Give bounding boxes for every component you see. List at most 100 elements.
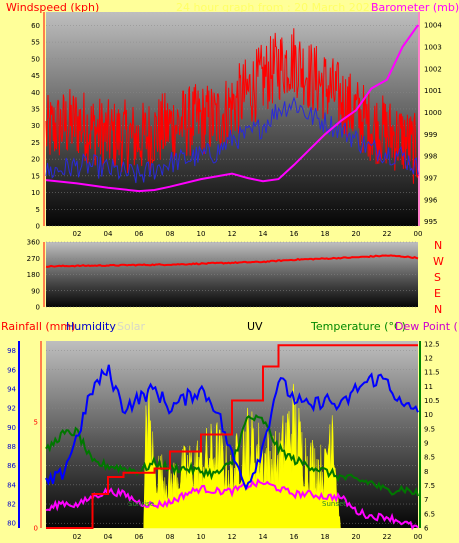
- temperature-tick-label: 8: [424, 468, 428, 476]
- direction-tick-label: 0: [36, 304, 40, 312]
- windspeed-tick-label: 25: [31, 139, 40, 147]
- humidity-tick-label: 86: [7, 462, 16, 470]
- climate-x-tick-label: 06: [135, 533, 144, 541]
- wind-x-tick-label: 06: [135, 230, 144, 238]
- humidity-tick-label: 98: [7, 347, 16, 355]
- wind-axes: 0 5 10 15 20 25 30 35 40 45 50 55 60 995 996 997 998 999 1…: [31, 12, 442, 238]
- sunset-label: Sunset: [322, 500, 346, 508]
- humidity-tick-label: 92: [7, 405, 16, 413]
- windspeed-tick-label: 55: [31, 39, 40, 47]
- barometer-tick-label: 996: [424, 196, 438, 204]
- wind-x-tick-label: 02: [73, 230, 82, 238]
- compass-label-n-bottom: N: [434, 303, 442, 316]
- climate-x-tick-label: 22: [383, 533, 392, 541]
- rainfall-tick-label: 0: [34, 525, 38, 533]
- barometer-axis-label: Barometer (mb): [371, 1, 459, 14]
- barometer-tick-label: 1003: [424, 43, 442, 51]
- humidity-tick-label: 82: [7, 501, 16, 509]
- temperature-tick-label: 11: [424, 383, 433, 391]
- direction-tick-label: 180: [27, 271, 40, 279]
- rainfall-axis-label: Rainfall (mm): [1, 320, 75, 333]
- windspeed-series: [45, 28, 419, 184]
- temperature-tick-label: 7.5: [424, 482, 435, 490]
- climate-x-tick-label: 02: [73, 533, 82, 541]
- climate-x-tick-label: 18: [321, 533, 330, 541]
- solar-axis-label: Solar: [117, 320, 146, 333]
- humidity-tick-label: 94: [7, 385, 16, 393]
- temperature-tick-label: 7: [424, 496, 428, 504]
- barometer-tick-label: 995: [424, 218, 437, 226]
- temperature-tick-label: 6.5: [424, 510, 435, 518]
- wind-x-tick-label: 00: [414, 230, 423, 238]
- humidity-tick-label: 80: [7, 520, 16, 528]
- windspeed-tick-label: 40: [31, 89, 40, 97]
- windspeed-tick-label: 60: [31, 22, 40, 30]
- barometer-tick-label: 1004: [424, 22, 442, 30]
- dewpoint-axis-label: Dew Point (°C: [395, 320, 459, 333]
- climate-x-tick-label: 16: [290, 533, 299, 541]
- wind-x-tick-label: 04: [104, 230, 113, 238]
- barometer-tick-label: 1002: [424, 65, 442, 73]
- direction-tick-label: 360: [27, 239, 40, 247]
- wind-x-tick-label: 20: [352, 230, 361, 238]
- barometer-tick-label: 999: [424, 131, 437, 139]
- wind-x-tick-label: 16: [290, 230, 299, 238]
- climate-x-tick-label: 00: [414, 533, 423, 541]
- compass-label-s: S: [434, 271, 441, 284]
- windspeed-tick-label: 50: [31, 55, 40, 63]
- temperature-tick-label: 10.5: [424, 397, 440, 405]
- climate-x-tick-label: 20: [352, 533, 361, 541]
- temperature-tick-label: 10: [424, 411, 433, 419]
- climate-x-tick-label: 04: [104, 533, 113, 541]
- direction-axes: 0 90 180 270 360: [27, 239, 45, 312]
- humidity-tick-label: 90: [7, 424, 16, 432]
- temperature-series: [45, 413, 419, 497]
- climate-x-tick-label: 12: [228, 533, 237, 541]
- windspeed-tick-label: 45: [31, 72, 40, 80]
- climate-x-tick-label: 08: [166, 533, 175, 541]
- average-wind-series: [45, 96, 419, 184]
- climate-x-tick-label: 14: [259, 533, 268, 541]
- wind-direction-series: [45, 254, 419, 268]
- wind-x-tick-label: 12: [228, 230, 237, 238]
- windspeed-tick-label: 5: [36, 206, 40, 214]
- wind-x-tick-label: 10: [197, 230, 206, 238]
- direction-tick-label: 270: [27, 255, 40, 263]
- windspeed-tick-label: 20: [31, 156, 40, 164]
- windspeed-tick-label: 0: [36, 223, 40, 231]
- rainfall-series: [46, 344, 418, 529]
- temperature-tick-label: 9: [424, 440, 428, 448]
- humidity-tick-label: 84: [7, 481, 16, 489]
- direction-tick-label: 90: [31, 287, 40, 295]
- temperature-tick-label: 9.5: [424, 425, 435, 433]
- wind-x-tick-label: 08: [166, 230, 175, 238]
- temperature-tick-label: 12.5: [424, 340, 440, 348]
- humidity-tick-label: 88: [7, 443, 16, 451]
- climate-axes: 80 82 84 86 88 90 92 94 96 98 0 5 6 6.5 7 7.5 8 8.5 9 9.5 10…: [7, 340, 440, 541]
- climate-x-tick-label: 10: [197, 533, 206, 541]
- wind-x-tick-label: 22: [383, 230, 392, 238]
- temperature-axis-label: Temperature (°C): [310, 320, 406, 333]
- temperature-tick-label: 12: [424, 355, 433, 363]
- wind-x-tick-label: 14: [259, 230, 268, 238]
- barometer-tick-label: 1001: [424, 87, 442, 95]
- compass-label-n-top: N: [434, 239, 442, 252]
- humidity-tick-label: 96: [7, 366, 16, 374]
- barometer-tick-label: 997: [424, 174, 437, 182]
- barometer-tick-label: 998: [424, 153, 437, 161]
- barometer-series: [45, 24, 419, 193]
- chart-title: 24 hour graph from : 20 March 2022: [176, 1, 377, 14]
- compass-label-w: W: [433, 255, 444, 268]
- uv-axis-label: UV: [247, 320, 263, 333]
- compass-label-e: E: [434, 287, 441, 300]
- windspeed-tick-label: 35: [31, 105, 40, 113]
- temperature-tick-label: 6: [424, 525, 429, 533]
- windspeed-tick-label: 10: [31, 189, 40, 197]
- windspeed-axis-label: Windspeed (kph): [6, 1, 99, 14]
- barometer-tick-label: 1000: [424, 109, 442, 117]
- humidity-axis-label: Humidity: [66, 320, 116, 333]
- sunrise-label: Sunrise: [128, 500, 154, 508]
- rainfall-tick-label: 5: [34, 418, 38, 426]
- humidity-series: [45, 364, 419, 492]
